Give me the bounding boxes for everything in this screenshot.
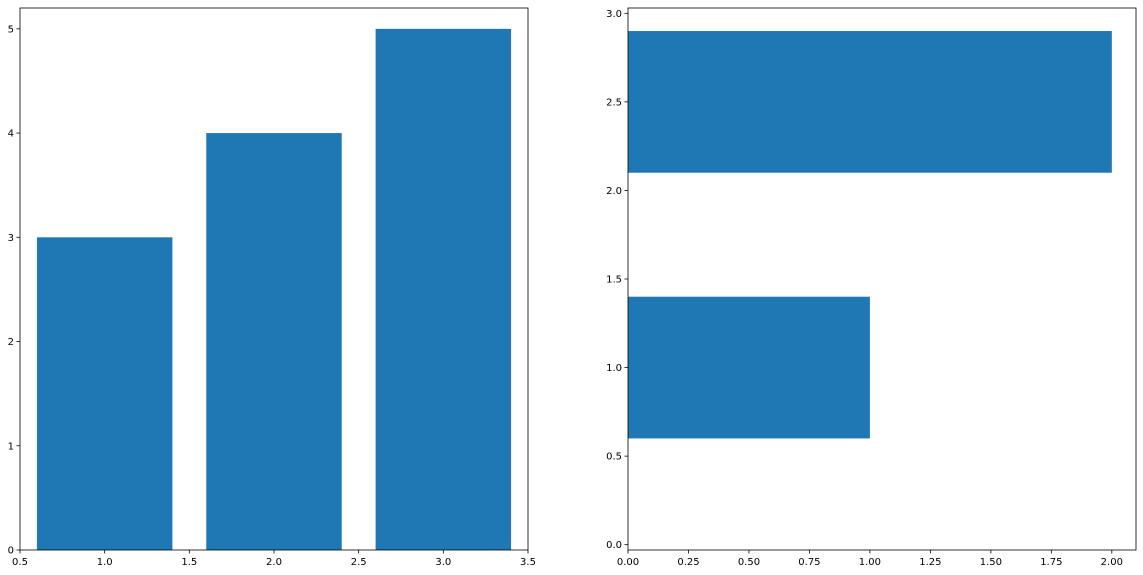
x-tick-label: 1.50 [980, 557, 1002, 568]
y-tick-label: 5 [8, 24, 14, 35]
x-tick-label: 3.5 [520, 557, 536, 568]
x-tick-label: 0.50 [738, 557, 760, 568]
x-tick-label: 0.25 [677, 557, 699, 568]
bar [206, 133, 342, 551]
x-tick-label: 1.5 [181, 557, 197, 568]
x-tick-label: 3.0 [435, 557, 451, 568]
y-tick-label: 1 [8, 441, 14, 452]
x-tick-label: 0.00 [617, 557, 639, 568]
x-tick-label: 1.00 [859, 557, 881, 568]
bar [375, 28, 512, 551]
y-tick-label: 4 [8, 129, 14, 140]
y-tick-label: 1.5 [606, 275, 622, 286]
vertical-bar-chart: 0.5 1.0 1.5 2.0 2.5 3.0 3.5 0 1 2 3 4 5 [8, 7, 536, 568]
horizontal-bar-chart: 0.00 0.25 0.50 0.75 1.00 1.25 1.50 1.75 2.00 0.0 0… [606, 7, 1137, 568]
y-tick-label: 3 [8, 233, 14, 244]
y-tick-label: 2.5 [606, 97, 622, 108]
y-tick-label: 0 [8, 546, 14, 557]
x-tick-label: 1.75 [1040, 557, 1062, 568]
bar [628, 31, 1112, 173]
y-tick-label: 2 [8, 337, 14, 348]
x-tick-label: 2.5 [351, 557, 367, 568]
x-tick-label: 2.00 [1101, 557, 1123, 568]
y-tick-label: 0.5 [606, 452, 622, 463]
y-tick-label: 2.0 [606, 186, 622, 197]
bar [628, 296, 870, 439]
x-tick-label: 0.5 [12, 557, 28, 568]
bar [36, 237, 173, 551]
x-tick-label: 0.75 [798, 557, 820, 568]
y-tick-label: 0.0 [606, 540, 622, 551]
x-tick-label: 1.25 [919, 557, 941, 568]
y-tick-label: 3.0 [606, 9, 622, 20]
y-tick-label: 1.0 [606, 363, 622, 374]
x-tick-label: 1.0 [97, 557, 113, 568]
x-tick-label: 2.0 [266, 557, 282, 568]
